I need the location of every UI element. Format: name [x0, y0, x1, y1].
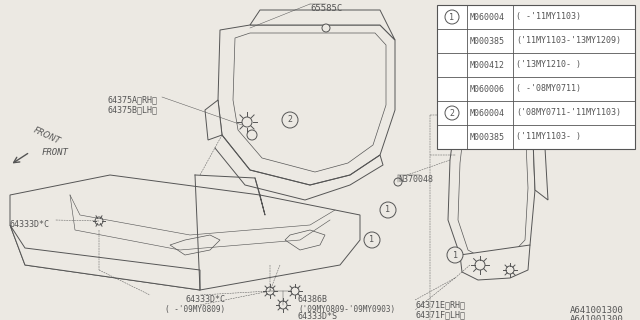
Circle shape — [364, 232, 380, 248]
Text: 1: 1 — [385, 205, 390, 214]
Text: ( -'09MY0809): ( -'09MY0809) — [165, 305, 225, 314]
Text: M000385: M000385 — [470, 132, 505, 141]
Polygon shape — [218, 25, 395, 185]
Polygon shape — [250, 10, 395, 40]
Circle shape — [380, 202, 396, 218]
Text: 64333D*C: 64333D*C — [10, 220, 50, 229]
Text: ('09MY0809-'09MY0903): ('09MY0809-'09MY0903) — [298, 305, 395, 314]
Circle shape — [95, 217, 103, 225]
Circle shape — [279, 301, 287, 309]
Text: ( -'11MY1103): ( -'11MY1103) — [516, 12, 581, 21]
Text: ('08MY0711-'11MY1103): ('08MY0711-'11MY1103) — [516, 108, 621, 117]
Circle shape — [447, 247, 463, 263]
Circle shape — [506, 266, 514, 274]
Text: 64371E〈RH〉: 64371E〈RH〉 — [415, 300, 465, 309]
Text: 1: 1 — [452, 251, 458, 260]
Text: ( -'08MY0711): ( -'08MY0711) — [516, 84, 581, 93]
Circle shape — [266, 287, 274, 295]
Circle shape — [486, 103, 494, 111]
Text: ('11MY1103-'13MY1209): ('11MY1103-'13MY1209) — [516, 36, 621, 45]
Text: M060004: M060004 — [470, 108, 505, 117]
Circle shape — [291, 287, 299, 295]
Text: 1: 1 — [449, 12, 454, 21]
Text: 64333D*S: 64333D*S — [298, 312, 338, 320]
Polygon shape — [10, 225, 200, 290]
Bar — [437, 5, 635, 149]
Circle shape — [475, 260, 485, 270]
Text: 2: 2 — [449, 108, 454, 117]
Text: ('13MY1210- ): ('13MY1210- ) — [516, 60, 581, 69]
Circle shape — [445, 106, 459, 120]
Text: M000385: M000385 — [470, 36, 505, 45]
Text: 2: 2 — [287, 116, 292, 124]
Polygon shape — [205, 100, 222, 140]
Text: A641001300: A641001300 — [570, 315, 624, 320]
Polygon shape — [533, 140, 548, 200]
Polygon shape — [480, 98, 533, 140]
Circle shape — [247, 130, 257, 140]
Text: 1: 1 — [369, 236, 374, 244]
Text: 65585C: 65585C — [310, 4, 342, 13]
Text: M000412: M000412 — [470, 60, 505, 69]
Text: N370048: N370048 — [398, 175, 433, 184]
Text: 64371F〈LH〉: 64371F〈LH〉 — [415, 310, 465, 319]
Circle shape — [445, 10, 459, 24]
Circle shape — [322, 24, 330, 32]
Text: 65585C: 65585C — [505, 115, 537, 124]
Text: FRONT: FRONT — [32, 126, 62, 146]
Text: M060006: M060006 — [470, 84, 505, 93]
Text: 64386B: 64386B — [298, 295, 328, 304]
Circle shape — [282, 112, 298, 128]
Text: 64333D*C: 64333D*C — [185, 295, 225, 304]
Circle shape — [242, 117, 252, 127]
Text: 64375A〈RH〉: 64375A〈RH〉 — [108, 95, 158, 104]
Text: M060004: M060004 — [470, 12, 505, 21]
Text: ('11MY1103- ): ('11MY1103- ) — [516, 132, 581, 141]
Text: 64375B〈LH〉: 64375B〈LH〉 — [108, 105, 158, 114]
Polygon shape — [460, 245, 530, 280]
Circle shape — [394, 178, 402, 186]
Text: A641001300: A641001300 — [570, 306, 624, 315]
Polygon shape — [448, 110, 535, 265]
Text: FRONT: FRONT — [42, 148, 69, 157]
